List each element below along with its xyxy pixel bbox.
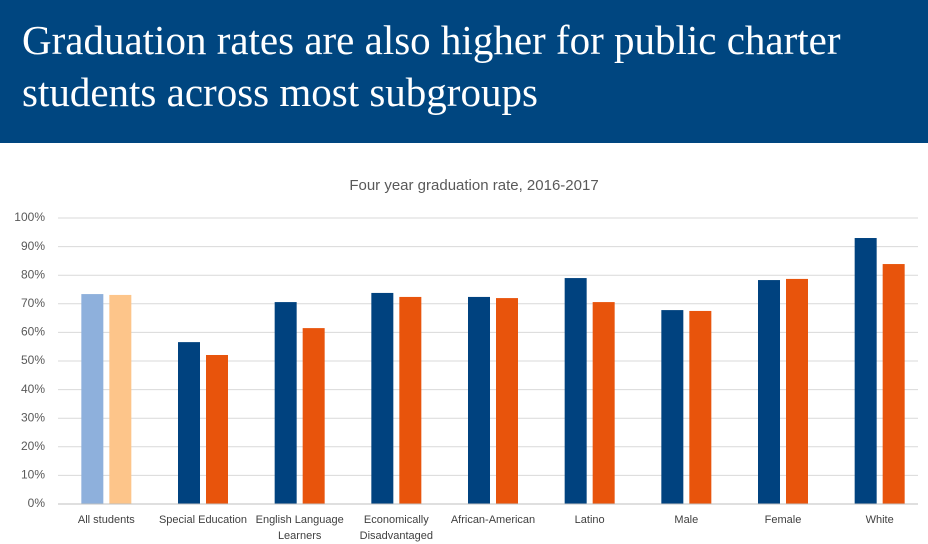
x-tick-label: Economically Disadvantaged: [359, 514, 434, 542]
slide-title: Graduation rates are also higher for pub…: [22, 17, 841, 115]
bar: [882, 264, 905, 504]
bar: [592, 302, 615, 504]
y-tick-label: 50%: [21, 353, 45, 367]
x-tick-label: Special Education: [158, 514, 248, 526]
bar: [468, 296, 490, 504]
bar: [81, 294, 104, 504]
chart-title: Four year graduation rate, 2016-2017: [349, 177, 598, 194]
y-tick-label: 60%: [21, 325, 45, 339]
bar: [758, 280, 780, 504]
x-tick-label: Latino: [574, 514, 605, 526]
bar: [564, 278, 587, 504]
bar: [661, 310, 684, 504]
bar: [178, 342, 200, 504]
banner: Graduation rates are also higher for pub…: [0, 0, 928, 143]
bar: [206, 354, 228, 504]
bar: [854, 238, 877, 504]
y-tick-label: 10%: [21, 468, 45, 482]
bar: [109, 294, 132, 504]
x-tick-label: Female: [764, 514, 802, 526]
x-tick-label: Male: [674, 514, 699, 526]
y-tick-label: 0%: [28, 496, 46, 510]
y-tick-label: 30%: [21, 410, 45, 424]
y-tick-label: 100%: [14, 210, 45, 224]
y-tick-label: 40%: [21, 382, 45, 396]
x-tick-label: African-American: [450, 514, 536, 526]
y-tick-label: 80%: [21, 267, 45, 281]
bar: [302, 328, 325, 504]
x-tick-label: All students: [77, 514, 135, 526]
bar: [786, 278, 808, 504]
y-tick-label: 90%: [21, 239, 45, 253]
bar: [274, 302, 297, 504]
bar: [496, 298, 518, 504]
x-tick-label: White: [865, 514, 894, 526]
y-tick-label: 70%: [21, 296, 45, 310]
bar: [371, 292, 394, 504]
bar: [399, 296, 422, 504]
bar: [689, 310, 712, 504]
x-tick-label: English Language Learners: [255, 514, 344, 542]
y-tick-label: 20%: [21, 439, 45, 453]
